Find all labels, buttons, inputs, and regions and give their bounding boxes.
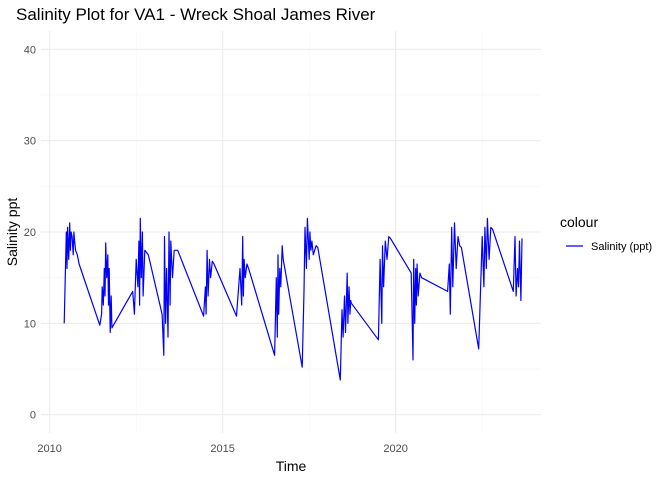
y-tick-label: 30 [24,136,36,148]
y-tick-label: 0 [30,410,36,422]
legend: colour Salinity (ppt) [560,214,652,253]
x-axis-title: Time [276,458,307,474]
x-tick-label: 2015 [210,443,234,455]
y-tick-label: 20 [24,227,36,239]
legend-title: colour [560,214,598,230]
series-line-salinity [63,217,523,381]
x-tick-labels: 2010 2015 2020 [37,443,408,455]
y-tick-labels: 0 10 20 30 40 [24,44,36,421]
y-axis-title: Salinity ppt [4,198,20,267]
x-tick-label: 2010 [37,443,61,455]
chart-title: Salinity Plot for VA1 - Wreck Shoal Jame… [16,5,376,24]
y-tick-label: 10 [24,318,36,330]
x-tick-label: 2020 [383,443,407,455]
legend-label: Salinity (ppt) [591,241,652,253]
grid-major [41,31,541,433]
y-tick-label: 40 [24,44,36,56]
series-layer [63,217,523,381]
